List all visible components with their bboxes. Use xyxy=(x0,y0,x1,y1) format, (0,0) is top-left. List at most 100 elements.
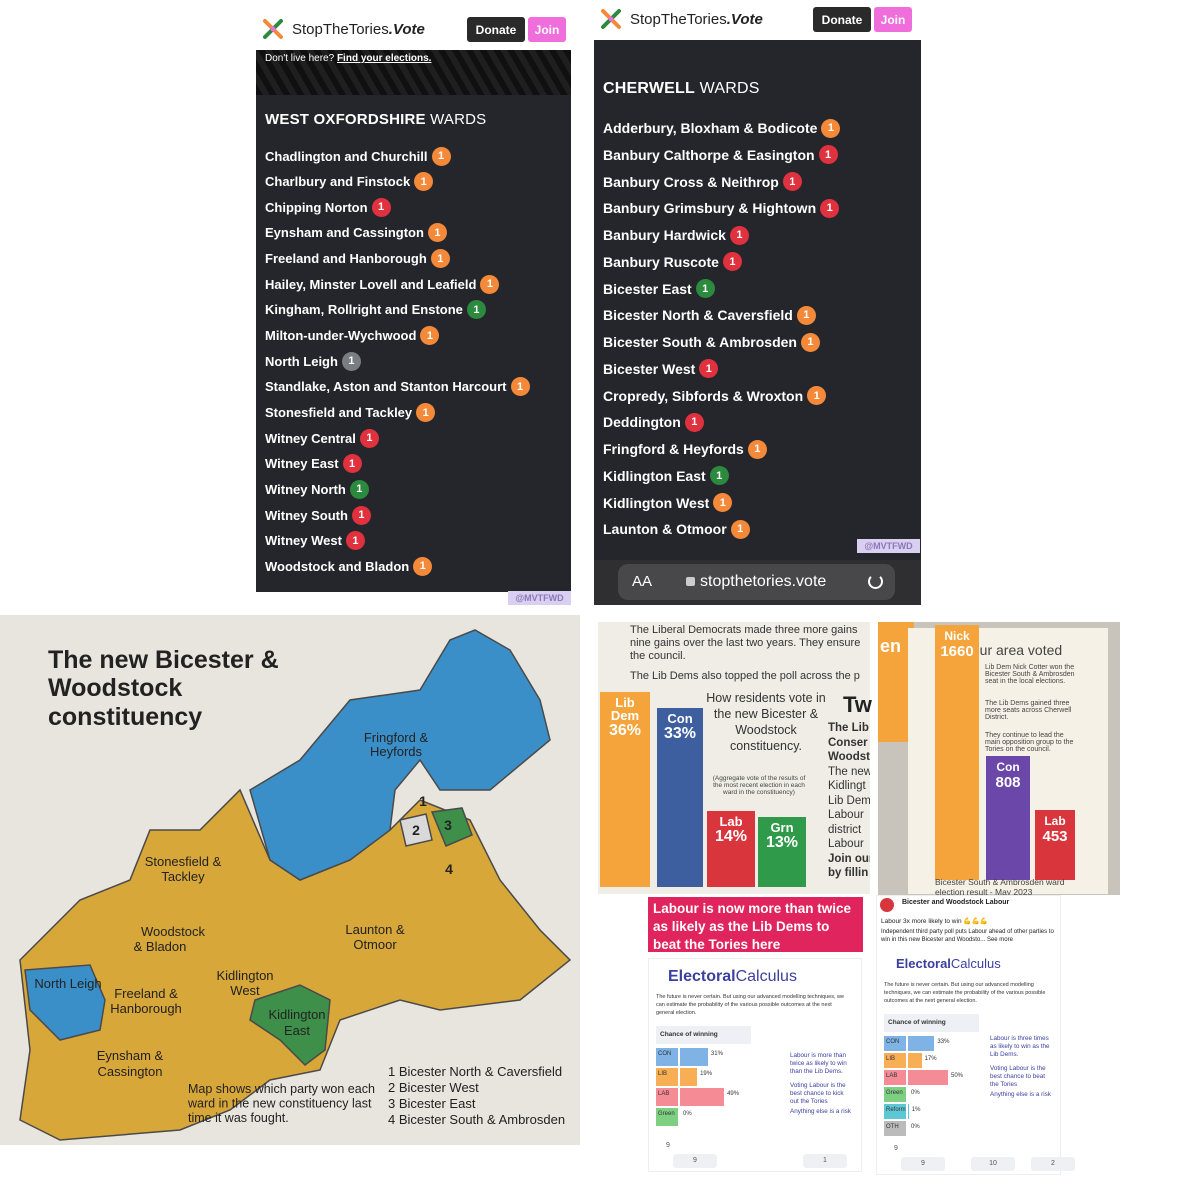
map-legend-item: 4 Bicester South & Ambrosden xyxy=(388,1112,565,1127)
ward-row[interactable]: Bicester South & Ambrosden 1 xyxy=(603,332,820,352)
ward-row[interactable]: Banbury Calthorpe & Easington 1 xyxy=(603,145,838,165)
ward-row[interactable]: Witney East 1 xyxy=(265,454,362,474)
join-button[interactable]: Join xyxy=(528,17,566,42)
join-button[interactable]: Join xyxy=(874,7,912,32)
ward-badge: 1 xyxy=(510,377,530,397)
donate-button[interactable]: Donate xyxy=(813,7,871,32)
result-note: Lib Dem Nick Cotter won the Bicester Sou… xyxy=(985,664,1075,685)
ward-row[interactable]: Banbury Hardwick 1 xyxy=(603,225,749,245)
ward-row[interactable]: Deddington 1 xyxy=(603,412,704,432)
map-legend-item: 1 Bicester North & Caversfield xyxy=(388,1064,562,1079)
ward-row[interactable]: Banbury Grimsbury & Hightown 1 xyxy=(603,198,840,218)
ec-party: Green xyxy=(658,1111,675,1117)
ward-badge: 1 xyxy=(413,556,433,576)
ward-row[interactable]: Witney Central 1 xyxy=(265,428,379,448)
comment-count[interactable]: 10 xyxy=(971,1157,1015,1171)
ec-intro: The future is never certain. But using o… xyxy=(656,994,845,1016)
ward-name: Witney Central xyxy=(265,430,356,446)
ward-row[interactable]: Witney West 1 xyxy=(265,531,365,551)
ward-badge: 1 xyxy=(342,454,362,474)
share-count[interactable]: 2 xyxy=(1031,1157,1075,1171)
bar: Con 808 xyxy=(986,755,1030,880)
ec-party: OTH xyxy=(886,1124,899,1130)
ward-row[interactable]: Milton-under-Wychwood 1 xyxy=(265,326,440,346)
ward-row[interactable]: Witney South 1 xyxy=(265,505,371,525)
bar-party: Con xyxy=(667,711,693,727)
donate-button[interactable]: Donate xyxy=(467,17,525,42)
ward-badge: 1 xyxy=(431,146,451,166)
fb-text: Labour 3x more likely to win 💪💪💪 xyxy=(881,918,988,925)
brand-name: StopTheTories xyxy=(630,11,727,28)
ward-badge: 1 xyxy=(807,386,827,405)
ward-row[interactable]: Cropredy, Sibfords & Wroxton 1 xyxy=(603,386,827,406)
map-label: Freeland & xyxy=(114,986,178,1001)
ward-row[interactable]: Fringford & Heyfords 1 xyxy=(603,439,767,459)
brand-suffix: .Vote xyxy=(388,21,425,38)
ward-name: Witney East xyxy=(265,456,339,472)
ward-name: Fringford & Heyfords xyxy=(603,441,744,457)
url-field xyxy=(618,564,895,600)
ward-row[interactable]: Adderbury, Bloxham & Bodicote 1 xyxy=(603,118,841,138)
ward-row[interactable]: Standlake, Aston and Stanton Harcourt 1 xyxy=(265,377,530,397)
brand-suffix: .Vote xyxy=(726,11,763,28)
map-label: Woodstock xyxy=(141,924,206,939)
ward-name: Cropredy, Sibfords & Wroxton xyxy=(603,387,804,404)
ec-bar xyxy=(908,1070,948,1085)
ward-row[interactable]: Bicester East 1 xyxy=(603,279,715,299)
ward-row[interactable]: Eynsham and Cassington 1 xyxy=(265,223,447,243)
ward-row[interactable]: Bicester West 1 xyxy=(603,359,719,379)
text-size-button[interactable]: AA xyxy=(632,573,653,590)
like-count[interactable]: 9 xyxy=(901,1157,945,1171)
bar-value: 1660 xyxy=(940,643,974,661)
ec-logo-b: Calculus xyxy=(950,956,1001,971)
ward-row[interactable]: North Leigh 1 xyxy=(265,351,361,371)
ward-row[interactable]: Chadlington and Churchill 1 xyxy=(265,146,451,166)
ward-name: Bicester North & Caversfield xyxy=(603,307,793,324)
ward-badge: 1 xyxy=(730,519,750,539)
map-region-libdem xyxy=(249,629,551,881)
url[interactable]: stopthetories.vote xyxy=(700,573,827,590)
bar: Lab 453 xyxy=(1035,810,1075,880)
ward-row[interactable]: Kidlington West 1 xyxy=(603,493,733,513)
result-note: They continue to lead the main oppositio… xyxy=(985,732,1074,753)
ward-name: Eynsham and Cassington xyxy=(265,225,424,241)
ec-note: Voting Labour is the best chance to kick… xyxy=(790,1082,846,1105)
map-label: Kidlington xyxy=(268,1007,325,1022)
share-count[interactable]: 1 xyxy=(803,1154,847,1168)
result-footer: Bicester South & Ambrosden ward election… xyxy=(935,877,1065,897)
ward-badge: 1 xyxy=(709,466,729,486)
ward-row[interactable]: Chipping Norton 1 xyxy=(265,197,391,217)
map-title: Woodstock xyxy=(48,674,182,702)
ward-row[interactable]: Kingham, Rollright and Enstone 1 xyxy=(265,300,486,320)
ec-party: CON xyxy=(658,1051,672,1057)
ward-row[interactable]: Woodstock and Bladon 1 xyxy=(265,556,433,576)
ward-row[interactable]: Banbury Ruscote 1 xyxy=(603,252,742,272)
ward-row[interactable]: Freeland and Hanborough 1 xyxy=(265,249,450,269)
logo xyxy=(601,9,621,29)
ward-row[interactable]: Kidlington East 1 xyxy=(603,466,729,486)
ward-row[interactable]: Banbury Cross & Neithrop 1 xyxy=(603,172,802,192)
banner-link[interactable]: Find your elections. xyxy=(336,53,432,64)
ward-row[interactable]: Bicester North & Caversfield 1 xyxy=(603,305,816,325)
bar-party: Lib Dem xyxy=(610,694,640,723)
ward-badge: 1 xyxy=(800,332,820,352)
ward-name: Bicester East xyxy=(603,280,692,297)
ec-value-label: 49% xyxy=(727,1091,740,1097)
ward-name: Adderbury, Bloxham & Bodicote xyxy=(603,120,818,136)
ward-row[interactable]: Hailey, Minster Lovell and Leafield 1 xyxy=(265,274,500,294)
ward-name: Chipping Norton xyxy=(265,199,368,215)
reaction-count: 9 xyxy=(894,1145,898,1152)
ec-party: CON xyxy=(886,1039,900,1045)
map-label: North Leigh xyxy=(34,976,101,991)
brand: StopTheTories.Vote xyxy=(292,21,425,38)
ward-row[interactable]: Charlbury and Finstock 1 xyxy=(265,172,434,192)
ward-name: Kidlington East xyxy=(603,467,706,484)
ward-row[interactable]: Stonesfield and Tackley 1 xyxy=(265,403,436,423)
heading-bold: WEST OXFORDSHIRE xyxy=(265,111,426,128)
ward-badge: 1 xyxy=(713,493,733,512)
ward-badge: 1 xyxy=(349,479,369,499)
bar: Con 33% xyxy=(657,708,703,887)
ward-row[interactable]: Launton & Otmoor 1 xyxy=(603,519,750,539)
ward-row[interactable]: Witney North 1 xyxy=(265,479,369,499)
like-count[interactable]: 9 xyxy=(673,1154,717,1168)
